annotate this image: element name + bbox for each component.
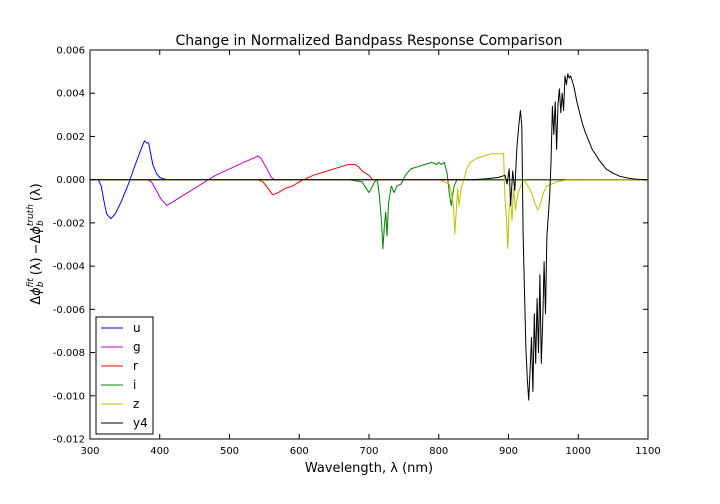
x-tick-label: 500 xyxy=(220,446,239,457)
x-tick-label: 600 xyxy=(290,446,309,457)
x-axis-label: Wavelength, λ (nm) xyxy=(305,461,433,476)
legend-label-g: g xyxy=(133,340,141,354)
legend-label-u: u xyxy=(133,321,141,335)
x-axis: 300 400 500 600 700 800 900 1000 1100 xyxy=(80,50,661,457)
x-tick-label: 900 xyxy=(499,446,518,457)
y-tick-label: 0.006 xyxy=(56,46,85,57)
y-axis-label: Δϕbfit(λ)−Δϕbtruth(λ) xyxy=(26,183,46,305)
y-tick-label: -0.010 xyxy=(53,391,85,402)
x-tick-label: 800 xyxy=(429,446,448,457)
y-tick-label: 0.000 xyxy=(56,175,85,186)
legend-box xyxy=(95,316,154,435)
legend-label-y4: y4 xyxy=(133,416,148,430)
y-tick-label: 0.004 xyxy=(56,89,85,100)
series-line-u xyxy=(90,140,648,220)
y-tick-label: -0.012 xyxy=(53,435,85,446)
chart-title: Change in Normalized Bandpass Response C… xyxy=(175,33,562,49)
x-tick-label: 700 xyxy=(359,446,378,457)
y-tick-label: -0.004 xyxy=(53,262,85,273)
legend-label-i: i xyxy=(133,378,136,392)
series-line-i xyxy=(90,161,648,250)
x-tick-label: 300 xyxy=(80,446,99,457)
x-tick-label: 1100 xyxy=(635,446,660,457)
y-axis: 0.006 0.004 0.002 0.000 -0.002 -0.004 -0.006 -0… xyxy=(53,46,648,446)
x-tick-label: 1000 xyxy=(566,446,591,457)
y-tick-label: -0.002 xyxy=(53,218,85,229)
plot-series xyxy=(90,73,649,401)
x-tick-label: 400 xyxy=(150,446,169,457)
y-tick-label: -0.006 xyxy=(53,305,85,316)
y-tick-label: 0.002 xyxy=(56,132,85,143)
series-line-y4 xyxy=(90,73,649,401)
legend-label-r: r xyxy=(133,359,138,373)
legend-label-z: z xyxy=(133,397,139,411)
series-line-r xyxy=(90,164,648,196)
series-line-z xyxy=(90,153,648,250)
y-tick-label: -0.008 xyxy=(53,348,85,359)
series-line-g xyxy=(90,155,648,207)
